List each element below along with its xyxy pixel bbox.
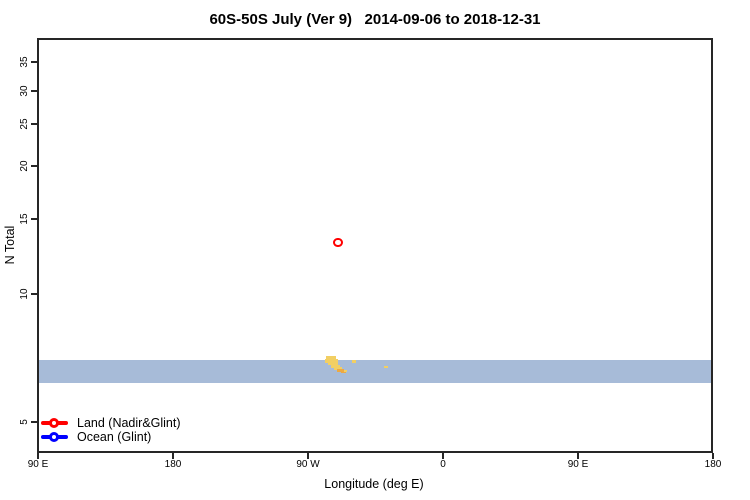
legend-label-land: Land (Nadir&Glint) (77, 416, 181, 430)
y-tick-mark (31, 292, 37, 295)
land-pixel (352, 360, 356, 363)
chart-title: 60S-50S July (Ver 9) 2014-09-06 to 2018-… (209, 11, 541, 28)
land-pixel (328, 362, 338, 365)
plot-area (37, 38, 713, 453)
x-tick-label: 90 E (27, 459, 49, 470)
land-pixel (337, 369, 344, 372)
legend-marker-ocean (49, 432, 59, 442)
x-tick-label: 90 W (296, 459, 320, 470)
land-pixel (341, 371, 346, 373)
y-tick-mark (31, 89, 37, 92)
x-tick-mark (712, 453, 714, 459)
x-tick-label: 0 (440, 459, 446, 470)
y-tick-mark (31, 123, 37, 126)
x-tick-label: 180 (704, 459, 722, 470)
land-pixel (325, 359, 338, 363)
x-axis-label: Longitude (deg E) (324, 477, 424, 491)
x-tick-mark (442, 453, 444, 459)
land-pixel (331, 365, 340, 368)
y-tick-mark (31, 217, 37, 220)
land-pixel (384, 366, 388, 368)
legend-marker-land (49, 418, 59, 428)
data-point-land-marker (333, 237, 343, 248)
x-tick-mark (172, 453, 174, 459)
y-tick-label: 35 (19, 56, 30, 68)
land-pixel (326, 356, 336, 359)
ocean-band (39, 360, 711, 383)
x-tick-mark (577, 453, 579, 459)
x-tick-mark (37, 453, 39, 459)
land-pixel (334, 367, 342, 370)
y-tick-label: 10 (19, 288, 30, 300)
legend-label-ocean: Ocean (Glint) (77, 430, 152, 444)
y-tick-mark (31, 421, 37, 423)
y-tick-label: 5 (19, 419, 30, 425)
y-tick-label: 15 (19, 213, 30, 225)
y-tick-label: 20 (19, 159, 30, 172)
x-tick-mark (307, 453, 309, 459)
y-tick-mark (31, 164, 37, 167)
y-axis-label: N Total (3, 225, 17, 265)
x-tick-label: 180 (164, 459, 182, 470)
x-tick-label: 90 E (567, 459, 589, 470)
y-tick-mark (31, 60, 37, 63)
land-pixel (344, 370, 347, 372)
